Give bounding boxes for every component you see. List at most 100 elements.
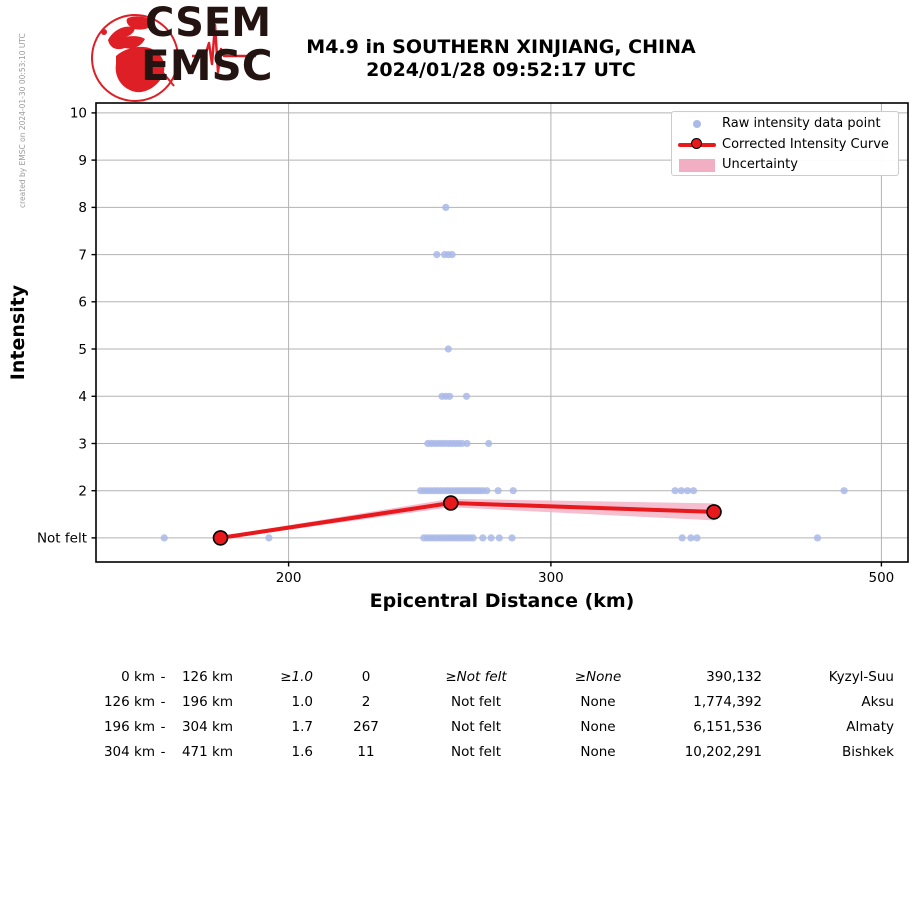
raw-point	[469, 534, 477, 542]
y-tick-label: 10	[70, 106, 87, 122]
raw-point	[508, 534, 516, 542]
raw-point	[160, 534, 168, 542]
cell-distance-range: 304 km -471 km	[103, 744, 233, 760]
raw-point	[433, 251, 441, 259]
raw-point	[265, 534, 273, 542]
chart-legend: Raw intensity data point Corrected Inten…	[671, 111, 899, 176]
x-tick-label: 200	[276, 570, 302, 586]
y-tick-label: 7	[78, 247, 87, 263]
curve-marker	[442, 495, 459, 511]
curve-marker	[212, 530, 229, 546]
cell-intensity: ≥1.0	[280, 669, 313, 685]
legend-item-raw: Raw intensity data point	[672, 114, 898, 135]
credit-text: created by EMSC on 2024-01-30 00:53:10 U…	[18, 33, 27, 208]
cell-damage: None	[580, 744, 616, 760]
legend-label: Corrected Intensity Curve	[722, 136, 889, 152]
cell-intensity: 1.6	[291, 744, 313, 760]
x-tick-label: 300	[538, 570, 564, 586]
raw-point	[442, 203, 450, 211]
corrected-intensity-curve	[218, 501, 716, 540]
y-tick-label: 2	[78, 484, 87, 500]
impact-table: Distance range Intensity #Reports Shakin…	[0, 636, 915, 781]
cell-damage: None	[580, 694, 616, 710]
cell-population: 390,132	[706, 669, 762, 685]
raw-point	[485, 439, 493, 448]
raw-point	[479, 534, 487, 542]
curve-marker-icon	[678, 137, 716, 149]
raw-point	[462, 392, 471, 400]
legend-label: Raw intensity data point	[722, 116, 881, 132]
raw-point	[495, 534, 503, 542]
y-tick-label: 4	[78, 389, 87, 405]
table-row: 0 km -126 km ≥1.0 0 ≥Not felt ≥None 390,132 Kyz…	[0, 665, 915, 690]
raw-point	[483, 487, 491, 495]
logo-text-emsc: EMSC	[141, 41, 273, 90]
raw-point	[494, 487, 502, 495]
raw-point	[446, 392, 454, 400]
cell-population: 1,774,392	[693, 694, 762, 710]
raw-point	[677, 487, 685, 495]
x-axis-label: Epicentral Distance (km)	[370, 590, 635, 612]
cell-population: 10,202,291	[684, 744, 762, 760]
raw-point	[840, 487, 848, 495]
y-tick-label: 9	[78, 153, 87, 169]
cell-main-city: Kyzyl-Suu	[828, 669, 894, 685]
raw-point	[687, 534, 695, 542]
cell-main-city: Bishkek	[841, 744, 894, 760]
cell-distance-range: 196 km -304 km	[103, 719, 233, 735]
cell-reports: 0	[361, 669, 371, 685]
legend-item-curve: Corrected Intensity Curve	[672, 135, 898, 156]
cell-distance-range: 0 km -126 km	[121, 669, 233, 685]
logo-text-csem: CSEM	[145, 0, 272, 46]
page-title: M4.9 in SOUTHERN XINJIANG, CHINA 2024/01…	[290, 36, 712, 82]
raw-point-marker-icon	[693, 120, 701, 129]
y-tick-label: Not felt	[37, 531, 87, 547]
table-row: 196 km -304 km 1.7 267 Not felt None 6,151,536…	[0, 715, 915, 740]
cell-shaking: Not felt	[450, 719, 502, 735]
cell-shaking: Not felt	[450, 744, 502, 760]
cell-reports: 11	[357, 744, 375, 760]
legend-item-uncertainty: Uncertainty	[672, 155, 898, 176]
cell-reports: 267	[353, 719, 379, 735]
raw-point	[813, 534, 822, 542]
raw-point	[693, 534, 701, 542]
raw-point	[444, 345, 452, 353]
globe-icon	[91, 14, 256, 102]
csem-emsc-logo: CSEM EMSC	[88, 0, 273, 104]
cell-damage: ≥None	[574, 669, 622, 685]
raw-point	[678, 534, 686, 542]
raw-point	[448, 251, 456, 259]
curve-marker	[706, 504, 722, 520]
legend-label: Uncertainty	[722, 157, 798, 173]
raw-point	[463, 439, 471, 448]
cell-intensity: 1.7	[291, 719, 313, 735]
cell-reports: 2	[361, 694, 371, 710]
cell-intensity: 1.0	[291, 694, 313, 710]
y-axis-label: Intensity	[7, 284, 29, 380]
cell-shaking: ≥Not felt	[445, 669, 507, 685]
y-tick-label: 8	[78, 200, 87, 216]
x-tick-label: 500	[869, 570, 895, 586]
raw-point	[689, 487, 698, 495]
raw-point	[683, 487, 692, 495]
cell-shaking: Not felt	[450, 694, 502, 710]
y-tick-label: 6	[78, 295, 87, 311]
uncertainty-swatch-icon	[679, 158, 715, 172]
raw-point	[671, 487, 679, 495]
title-datetime: 2024/01/28 09:52:17 UTC	[366, 59, 636, 81]
chart-svg: Not felt 2 3 4 5 6 7 8 9 10 200 300 500 Epicentral Di…	[7, 102, 909, 612]
cell-main-city: Aksu	[861, 694, 894, 710]
y-tick-label: 3	[78, 436, 87, 452]
plot-frame	[95, 102, 909, 563]
cell-distance-range: 126 km -196 km	[103, 694, 233, 710]
table-row: 304 km -471 km 1.6 11 Not felt None 10,202,291…	[0, 740, 915, 765]
table-row: 126 km -196 km 1.0 2 Not felt None 1,774,392 Ak…	[0, 690, 915, 715]
cell-main-city: Almaty	[846, 719, 894, 735]
cell-damage: None	[580, 719, 616, 735]
cell-population: 6,151,536	[693, 719, 762, 735]
y-tick-label: 5	[78, 342, 87, 358]
raw-point	[487, 534, 495, 542]
seismogram-icon	[192, 23, 256, 74]
title-event: M4.9 in SOUTHERN XINJIANG, CHINA	[306, 36, 696, 58]
